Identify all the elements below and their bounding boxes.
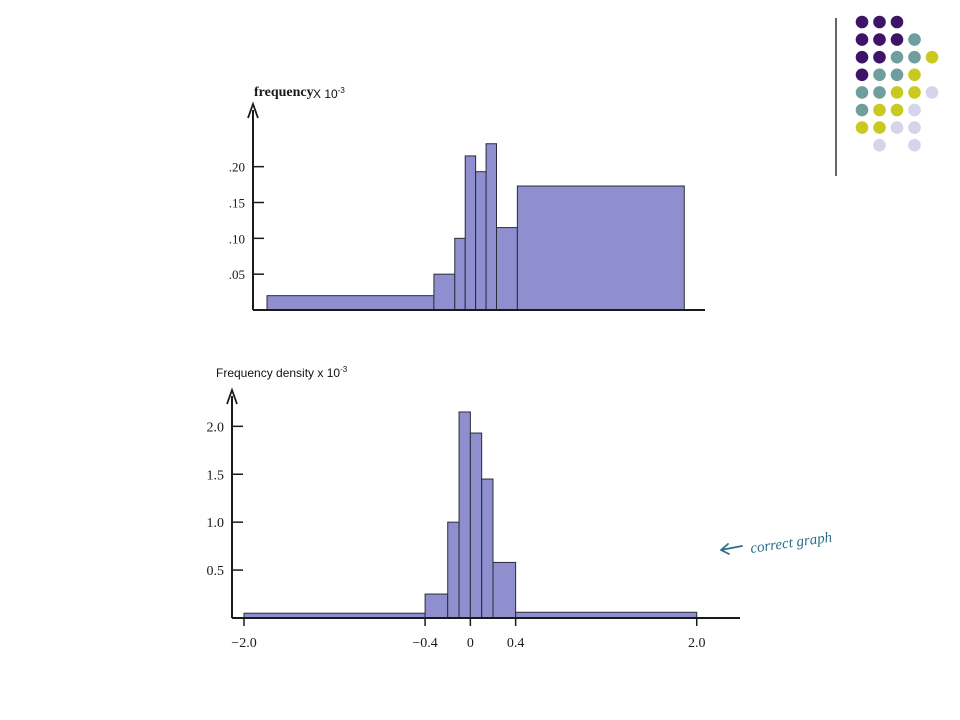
decor-dot [890,33,904,46]
frequency-bar-7 [496,227,518,311]
decor-dot [873,33,886,46]
decor-dot [908,68,921,82]
frequency-y-tick-label: .15 [229,196,245,211]
decor-dot [873,86,886,99]
frequency-density-x-tick-label: −2.0 [231,636,256,651]
frequency-axis-scale: X 10-3 [313,86,345,101]
frequency-y-axis-arrow [247,101,259,119]
frequency-y-ticks: .05 .10 .15 .20 [229,160,264,282]
decor-dot [890,86,904,99]
frequency-bar-1 [266,295,435,311]
decorative-dot-grid [855,15,939,152]
frequency-density-x-tick-label: −0.4 [412,636,437,651]
decor-dot [855,50,869,64]
frequency-bar-3 [454,237,466,311]
frequency-density-x-tick-label: 0.4 [507,636,525,651]
decor-dot [855,121,869,134]
decor-dot [855,33,869,46]
frequency-density-bar-6 [481,478,494,619]
decor-dot [890,15,904,29]
frequency-y-tick-label: .10 [229,231,245,246]
frequency-bar-2 [433,273,456,311]
decor-dot [925,86,939,99]
frequency-density-bar-7 [492,561,517,619]
decor-dot [873,50,886,64]
decor-dot [908,86,921,99]
decor-dot [855,15,869,29]
frequency-bar-8 [516,185,685,311]
decor-dot [855,68,869,82]
decor-dot [873,68,886,82]
frequency-bars [266,143,685,311]
decor-dot [908,138,921,152]
frequency-density-x-tick-label: 0 [467,636,474,651]
correct-graph-annotation: correct graph [720,530,833,557]
frequency-axis-scale-exponent: -3 [338,86,346,95]
frequency-density-y-ticks: 0.5 1.0 1.5 2.0 [207,420,243,579]
frequency-bar-5 [475,171,487,311]
frequency-axis-label: frequency [254,85,314,100]
frequency-density-x-ticks: −2.0 −0.4 0 0.4 2.0 [231,618,705,651]
frequency-density-bar-2 [424,593,449,619]
frequency-density-y-tick-label: 2.0 [207,420,225,435]
decor-dot [925,50,939,64]
frequency-density-x-tick-label: 2.0 [688,636,706,651]
frequency-density-axis-label: Frequency density x 10-3 [216,365,348,380]
frequency-bar-6 [485,143,497,311]
frequency-y-tick-label: .20 [229,160,245,175]
frequency-density-y-axis-arrow [226,387,238,405]
frequency-density-y-tick-label: 0.5 [207,564,225,579]
decor-dot [855,86,869,99]
frequency-density-bar-4 [458,411,471,619]
decor-dot [890,121,904,134]
frequency-axis-scale-base: X 10 [313,87,338,101]
decor-dot [908,33,921,46]
annotation-text: correct graph [749,530,833,557]
decor-dot [908,121,921,134]
frequency-bar-4 [464,155,477,311]
decor-dot [873,15,886,29]
frequency-y-tick-label: .05 [229,267,245,282]
frequency-density-histogram: Frequency density x 10-3 0.5 1.0 1.5 2.0 −2… [207,365,834,651]
decor-dot [890,50,904,64]
decor-dot [908,103,921,117]
frequency-density-bar-3 [447,521,460,619]
frequency-histogram: .05 .10 .15 .20 frequency X 10-3 [229,85,705,311]
frequency-density-bar-5 [469,432,483,619]
frequency-density-y-tick-label: 1.0 [207,516,225,531]
frequency-density-axis-label-text: Frequency density x 10 [216,366,340,380]
frequency-density-y-tick-label: 1.5 [207,468,225,483]
decor-dot [890,103,904,117]
decor-dot [855,103,869,117]
annotation-arrow-icon [720,543,743,555]
decor-dot [873,138,886,152]
decor-dot [908,50,921,64]
decor-dot [873,103,886,117]
decor-dot [890,68,904,82]
frequency-density-bars [243,411,698,619]
decor-dot [873,121,886,134]
frequency-density-axis-label-exponent: -3 [340,365,348,374]
